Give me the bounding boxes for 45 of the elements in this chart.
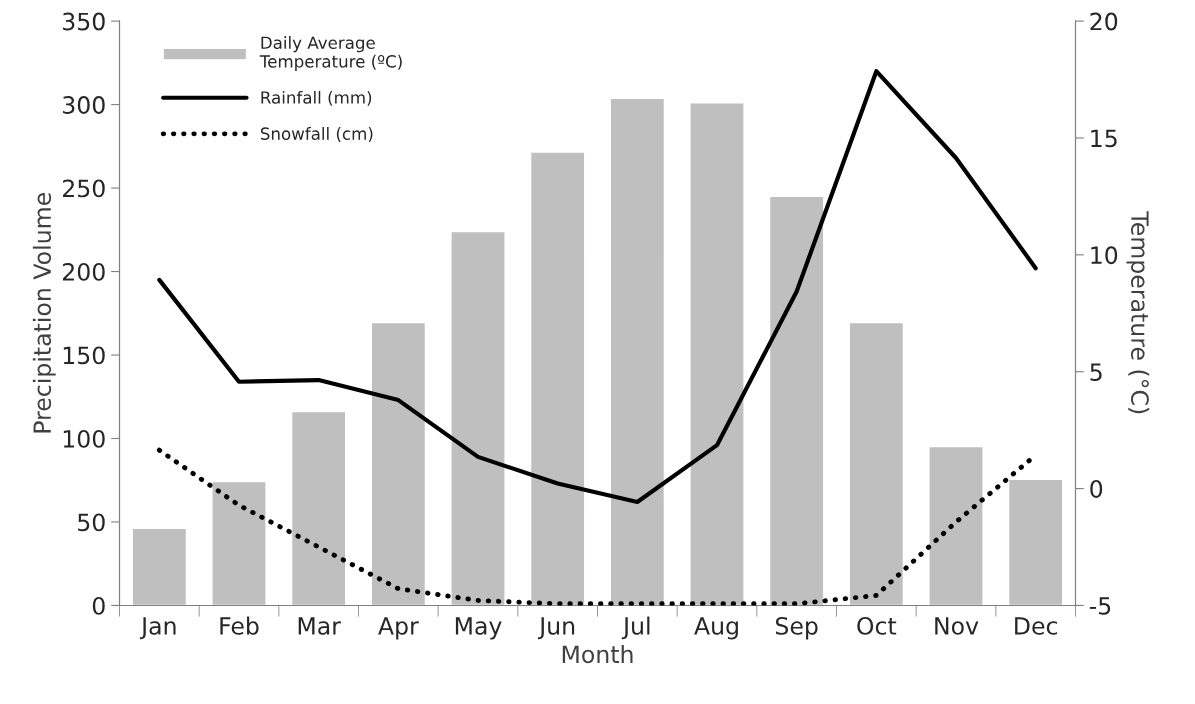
bar — [529, 151, 586, 606]
x-tick-label: Feb — [220, 616, 259, 635]
bar — [768, 195, 825, 606]
bar — [928, 445, 984, 606]
x-axis-title: Month — [562, 644, 633, 664]
x-tick-label: May — [455, 617, 502, 640]
y2-tick-label: -5 — [1089, 597, 1111, 615]
x-tick-label: Aug — [694, 617, 738, 640]
y2-axis-title: Temperature (°C) — [1126, 211, 1150, 414]
bar — [211, 480, 267, 606]
x-tick-label: Jan — [139, 617, 176, 640]
bar — [848, 321, 905, 606]
bar — [689, 102, 745, 606]
bar — [450, 230, 506, 606]
bar — [1007, 478, 1064, 606]
x-tick-label: Dec — [1015, 617, 1058, 635]
y-tick-label: 200 — [62, 262, 105, 281]
bar — [370, 321, 427, 606]
y-tick-label: 0 — [92, 596, 105, 615]
x-tick-label: Jun — [538, 617, 575, 640]
line-series — [157, 69, 1038, 505]
bar — [609, 97, 666, 606]
bar — [290, 410, 347, 606]
x-tick-label: Apr — [378, 617, 419, 640]
legend-label: Rainfall (mm) — [261, 90, 372, 106]
bar — [131, 527, 188, 606]
y2-tick-label: 15 — [1091, 129, 1117, 148]
y2-tick-label: 5 — [1090, 363, 1102, 382]
y-tick-label: 100 — [63, 429, 105, 448]
y2-tick-label: 20 — [1090, 12, 1118, 31]
x-tick-label: Jul — [621, 616, 650, 640]
y-tick-label: 300 — [63, 96, 105, 114]
legend-label: Daily Average Temperature (ºC) — [259, 36, 402, 71]
x-tick-label: Sep — [775, 616, 818, 640]
x-tick-label: Nov — [935, 617, 979, 635]
legend-label: Snowfall (cm) — [260, 127, 373, 142]
y2-tick-label: 10 — [1091, 246, 1118, 265]
y-tick-label: 150 — [63, 346, 105, 365]
y-tick-label: 50 — [78, 513, 105, 532]
x-tick-label: Mar — [298, 617, 341, 635]
y-axis-title: Precipitation Volume — [32, 193, 56, 433]
y2-tick-label: 0 — [1090, 480, 1103, 498]
y-tick-label: 250 — [62, 179, 105, 198]
x-tick-label: Oct — [857, 616, 897, 635]
y-tick-label: 350 — [63, 12, 105, 31]
